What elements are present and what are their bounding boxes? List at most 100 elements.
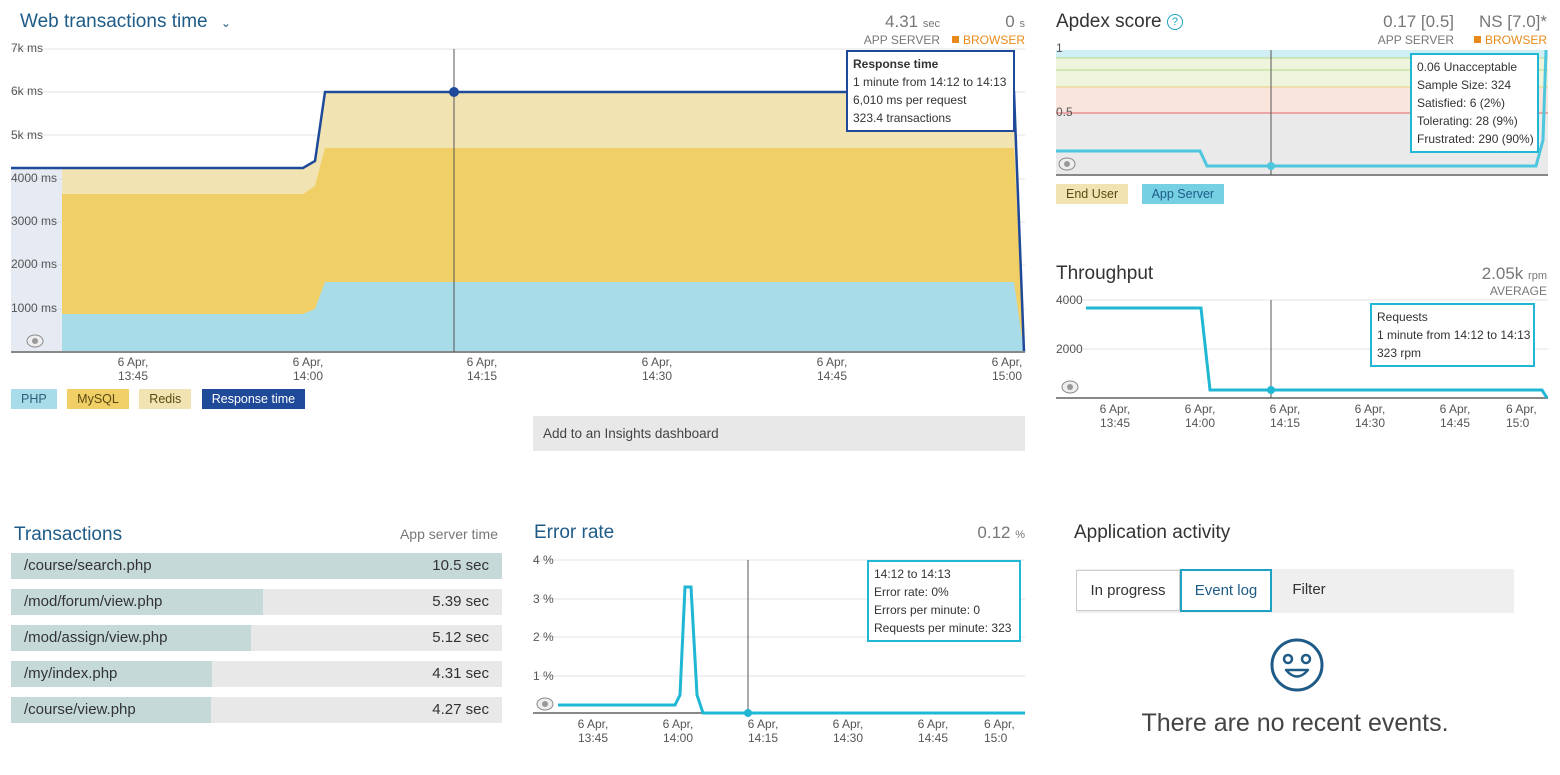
add-to-insights-button[interactable]: Add to an Insights dashboard (533, 416, 1025, 451)
x-tick: 6 Apr, 15:0 (1506, 402, 1537, 430)
empty-events-message: There are no recent events. (1141, 709, 1449, 737)
error-rate-value: 0.12 % (977, 523, 1025, 542)
throughput-chart[interactable]: 4000 2000 6 Apr, 13:45 6 Apr, 14:00 6 Ap… (1056, 293, 1550, 433)
y-tick: 2 % (533, 630, 554, 644)
apdex-chart[interactable]: 1 0.5 0.06 Unacceptable Sample Size: 324… (1056, 40, 1550, 180)
cursor-point (1267, 386, 1275, 394)
legend-response-time[interactable]: Response time (201, 389, 306, 409)
tab-in-progress[interactable]: In progress (1076, 570, 1180, 611)
transaction-name: /course/view.php (24, 701, 136, 718)
x-tick: 6 Apr, 14:30 (1354, 402, 1386, 430)
legend-redis[interactable]: Redis (139, 389, 192, 409)
x-tick: 6 Apr, 15:0 (984, 717, 1015, 745)
y-tick: 7k ms (11, 41, 44, 55)
throughput-line (1086, 306, 1549, 399)
browser-label: BROWSER (940, 33, 1025, 47)
legend-app-server[interactable]: App Server (1141, 184, 1225, 204)
y-tick: 1 (1056, 41, 1063, 55)
y-tick: 2000 ms (11, 257, 58, 271)
x-tick: 6 Apr, 13:45 (1099, 402, 1131, 430)
y-tick: 4 % (533, 553, 554, 567)
application-activity-title: Application activity (1074, 522, 1231, 543)
x-tick: 6 Apr, 14:00 (1184, 402, 1216, 430)
transaction-value: 5.12 sec (432, 629, 489, 646)
legend-php[interactable]: PHP (11, 389, 57, 409)
y-tick: 5k ms (11, 128, 44, 142)
transactions-title[interactable]: Transactions (14, 524, 123, 545)
app-server-label: APP SERVER (863, 33, 940, 47)
transaction-row[interactable]: /course/search.php 10.5 sec (11, 553, 502, 579)
tooltip-line: 0.06 Unacceptable (1417, 60, 1518, 74)
throughput-value: 2.05k rpm (1481, 264, 1547, 283)
y-tick: 6k ms (11, 84, 44, 98)
apdex-browser-value: NS [7.0]* (1478, 12, 1547, 31)
apdex-title-text: Apdex score (1056, 11, 1162, 32)
cursor-point (449, 87, 459, 97)
tab-filter[interactable]: Filter (1292, 581, 1326, 598)
throughput-tooltip: Requests 1 minute from 14:12 to 14:13 32… (1370, 303, 1535, 367)
transactions-col-label: App server time (399, 526, 498, 542)
response-time-tooltip: Response time 1 minute from 14:12 to 14:… (846, 50, 1015, 132)
web-transactions-chart[interactable]: 7k ms 6k ms 5k ms 4000 ms 3000 ms 2000 m… (11, 40, 1027, 385)
transaction-bar (11, 553, 502, 579)
transaction-value: 5.39 sec (432, 593, 489, 610)
tooltip-line: Tolerating: 28 (9%) (1417, 114, 1518, 128)
transaction-value: 10.5 sec (432, 557, 489, 574)
tooltip-line: Satisfied: 6 (2%) (1417, 96, 1506, 110)
web-transactions-title[interactable]: Web transactions time ⌄ (20, 11, 231, 33)
transaction-bar (11, 625, 251, 651)
x-tick: 6 Apr, 14:15 (466, 355, 498, 383)
x-tick: 6 Apr, 14:45 (917, 717, 949, 745)
chevron-down-icon[interactable]: ⌄ (220, 16, 231, 30)
eye-icon[interactable] (1061, 380, 1079, 394)
eye-icon[interactable] (536, 697, 554, 711)
tooltip-line: 323.4 transactions (853, 111, 952, 125)
tooltip-line: 6,010 ms per request (853, 93, 967, 107)
x-tick: 6 Apr, 14:15 (747, 717, 779, 745)
error-rate-title[interactable]: Error rate (534, 522, 615, 543)
y-tick: 4000 (1056, 293, 1083, 307)
help-icon[interactable]: ? (1166, 14, 1183, 30)
error-rate-chart[interactable]: 4 % 3 % 2 % 1 % 6 Apr, 13:45 6 Apr, 14:0… (533, 550, 1027, 750)
x-tick: 6 Apr, 14:45 (816, 355, 848, 383)
transaction-bar (11, 661, 212, 687)
apdex-tooltip: 0.06 Unacceptable Sample Size: 324 Satis… (1410, 53, 1539, 153)
x-tick: 6 Apr, 13:45 (117, 355, 149, 383)
transaction-name: /course/search.php (24, 557, 152, 574)
transaction-name: /mod/assign/view.php (24, 629, 168, 646)
x-tick: 6 Apr, 14:00 (292, 355, 324, 383)
error-rate-line (558, 585, 1025, 715)
apdex-app-server-value: 0.17 [0.5] (1383, 12, 1454, 31)
transaction-name: /my/index.php (24, 665, 118, 682)
throughput-sub: AVERAGE (1489, 284, 1547, 298)
apdex-browser-label: BROWSER (1460, 33, 1547, 47)
transaction-row[interactable]: /course/view.php 4.27 sec (11, 697, 502, 723)
apdex-line (1056, 49, 1548, 168)
tooltip-line: Requests (1377, 310, 1428, 324)
transaction-value: 4.27 sec (432, 701, 489, 718)
error-rate-tooltip: 14:12 to 14:13 Error rate: 0% Errors per… (867, 560, 1021, 642)
response-time-line (11, 90, 1026, 353)
x-tick: 6 Apr, 14:30 (641, 355, 673, 383)
transaction-row[interactable]: /my/index.php 4.31 sec (11, 661, 502, 687)
eye-icon[interactable] (26, 334, 44, 348)
transaction-row[interactable]: /mod/assign/view.php 5.12 sec (11, 625, 502, 651)
eye-icon[interactable] (1058, 157, 1076, 171)
legend-end-user[interactable]: End User (1056, 184, 1129, 204)
y-tick: 4000 ms (11, 171, 58, 185)
activity-tab-bar: In progress Event log Filter (1076, 569, 1514, 613)
web-transactions-title-text: Web transactions time (20, 11, 208, 32)
php-area (62, 282, 1024, 352)
transaction-row[interactable]: /mod/forum/view.php 5.39 sec (11, 589, 502, 615)
tooltip-line: 1 minute from 14:12 to 14:13 (853, 75, 1007, 89)
tooltip-title: Response time (853, 57, 939, 71)
y-tick: 1000 ms (11, 301, 58, 315)
tab-event-log[interactable]: Event log (1180, 569, 1272, 612)
tooltip-line: 323 rpm (1377, 346, 1422, 360)
legend-mysql[interactable]: MySQL (67, 389, 129, 409)
browser-square-icon (1473, 36, 1481, 43)
apdex-legend: End User App Server (1056, 184, 1225, 204)
y-tick: 3 % (533, 592, 554, 606)
browser-value: 0 s (1005, 12, 1025, 31)
transaction-bar (11, 697, 211, 723)
